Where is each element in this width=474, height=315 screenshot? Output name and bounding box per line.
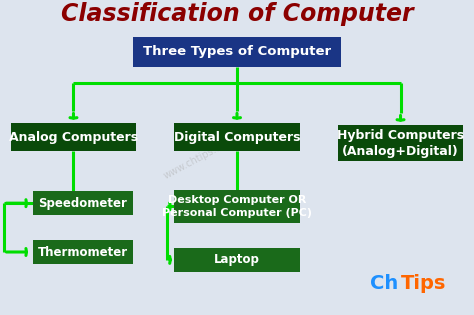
FancyBboxPatch shape [33, 191, 133, 215]
FancyBboxPatch shape [337, 125, 463, 161]
FancyBboxPatch shape [174, 190, 300, 223]
Text: Hybrid Computers
(Analog+Digital): Hybrid Computers (Analog+Digital) [337, 129, 464, 158]
Text: Classification of Computer: Classification of Computer [61, 2, 413, 26]
Text: Digital Computers: Digital Computers [174, 130, 300, 144]
Text: Thermometer: Thermometer [38, 245, 128, 259]
FancyBboxPatch shape [174, 123, 300, 151]
FancyBboxPatch shape [33, 240, 133, 264]
Text: Analog Computers: Analog Computers [9, 130, 138, 144]
FancyBboxPatch shape [10, 123, 136, 151]
Text: Three Types of Computer: Three Types of Computer [143, 45, 331, 59]
Text: www.chtips.com: www.chtips.com [162, 135, 237, 180]
FancyBboxPatch shape [133, 37, 341, 67]
Text: Desktop Computer OR
Personal Computer (PC): Desktop Computer OR Personal Computer (P… [162, 195, 312, 218]
Text: Laptop: Laptop [214, 253, 260, 266]
Text: Tips: Tips [401, 274, 446, 293]
FancyBboxPatch shape [174, 248, 300, 272]
Text: Speedometer: Speedometer [38, 197, 128, 210]
Text: Ch: Ch [370, 274, 398, 293]
